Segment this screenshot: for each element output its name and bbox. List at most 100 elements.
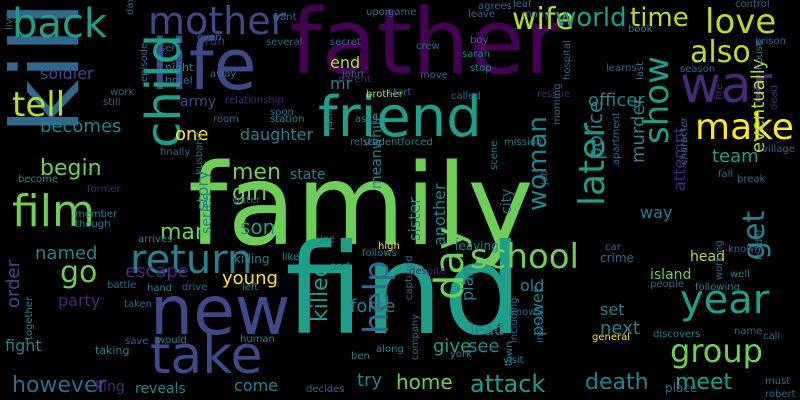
word-father: father xyxy=(290,0,562,95)
word-general: general xyxy=(592,332,631,343)
word-company: company xyxy=(410,313,421,360)
word-become: become xyxy=(18,174,59,185)
word-family: family xyxy=(188,141,534,271)
word-last: last xyxy=(635,61,646,80)
word-crime: crime xyxy=(600,251,634,265)
word-live: live xyxy=(4,12,15,30)
word-soldier: soldier xyxy=(40,64,94,83)
word-crew: crew xyxy=(416,41,440,52)
word-still: still xyxy=(103,97,121,108)
word-decides: decides xyxy=(306,384,345,395)
word-tell: tell xyxy=(12,85,66,125)
word-dead: dead xyxy=(769,85,780,110)
word-season: season xyxy=(680,64,716,75)
word-name: name xyxy=(734,326,763,337)
word-make: make xyxy=(695,107,794,148)
word-home: home xyxy=(396,370,453,394)
word-must: must xyxy=(765,376,791,387)
word-another: another xyxy=(430,183,449,246)
word-hand: hand xyxy=(147,283,173,294)
word-reveals: reveals xyxy=(135,381,186,397)
word-jack: jack xyxy=(324,109,335,130)
word-order: order xyxy=(3,260,24,308)
word-away: away xyxy=(210,69,237,80)
word-killing: killing xyxy=(234,252,270,266)
word-go: go xyxy=(60,255,98,290)
word-set: set xyxy=(600,300,625,319)
word-named: named xyxy=(35,243,98,264)
word-episode: episode xyxy=(139,42,150,82)
word-friend: friend xyxy=(318,85,482,150)
word-old: old xyxy=(520,276,545,295)
word-drive: drive xyxy=(182,282,208,293)
word-move: move xyxy=(420,70,448,81)
word-secret: secret xyxy=(330,37,361,48)
word-escape: escape xyxy=(125,261,189,282)
word-fall: fall xyxy=(718,169,734,180)
word-lead: lead xyxy=(470,320,505,339)
word-place: place xyxy=(665,381,698,395)
word-upon: upon xyxy=(366,7,392,18)
word-end: end xyxy=(330,53,361,72)
word-series: series xyxy=(199,192,215,234)
word-sister: sister xyxy=(405,197,424,241)
word-station: station xyxy=(270,114,305,125)
word-one: one xyxy=(175,124,209,145)
word-known: known xyxy=(728,244,761,255)
word-relationship: relationship xyxy=(225,95,284,106)
word-mr: mr xyxy=(330,74,353,93)
word-son: son xyxy=(240,215,276,239)
word-world: world xyxy=(555,3,627,33)
word-would: would xyxy=(157,335,187,346)
word-daughter: daughter xyxy=(240,125,314,144)
word-captured: captured xyxy=(404,255,415,300)
word-including: including xyxy=(509,297,520,343)
word-want: want xyxy=(272,12,297,23)
word-asks: asks xyxy=(355,114,378,125)
word-city: city xyxy=(499,188,515,214)
word-mother: mother xyxy=(148,0,287,43)
word-king: king xyxy=(95,379,125,395)
word-working: working xyxy=(714,240,725,280)
word-village: village xyxy=(762,144,795,155)
word-army: army xyxy=(180,94,217,110)
word-wife: wife xyxy=(512,2,574,37)
word-run: run xyxy=(205,34,226,48)
word-taking: taking xyxy=(95,344,130,357)
word-character: character xyxy=(679,117,690,165)
word-fire: fire xyxy=(714,83,725,100)
word-however: however xyxy=(12,373,107,398)
word-leaving: leaving xyxy=(455,239,499,253)
word-back: back xyxy=(12,1,108,47)
word-see: see xyxy=(468,336,500,357)
word-book: book xyxy=(628,24,653,35)
word-robert: robert xyxy=(765,389,796,400)
word-work: work xyxy=(110,87,135,98)
word-night: night xyxy=(165,61,194,74)
word-death: death xyxy=(585,370,649,395)
word-break: break xyxy=(737,174,766,185)
word-party: party xyxy=(58,291,101,310)
word-find: find xyxy=(285,218,523,363)
word-game: game xyxy=(388,7,417,18)
word-york: york xyxy=(450,349,472,360)
word-prison: prison xyxy=(755,36,786,47)
word-david: david xyxy=(125,0,136,15)
word-film: film xyxy=(12,186,95,237)
word-learns: learns xyxy=(606,63,637,74)
word-call: call xyxy=(763,331,781,342)
word-team: team xyxy=(712,146,759,167)
word-room: room xyxy=(213,114,239,125)
word-high: high xyxy=(378,241,400,252)
word-water: water xyxy=(232,195,261,206)
word-several: several xyxy=(266,37,303,48)
word-despite: despite xyxy=(409,266,446,277)
word-officer: officer xyxy=(588,90,645,111)
word-member: member xyxy=(75,209,118,220)
word-take: take xyxy=(150,326,263,386)
word-leave: leave xyxy=(468,9,496,20)
word-island: island xyxy=(650,267,692,283)
word-group: group xyxy=(670,332,763,370)
word-war: war xyxy=(680,56,773,114)
word-along: along xyxy=(376,344,404,355)
